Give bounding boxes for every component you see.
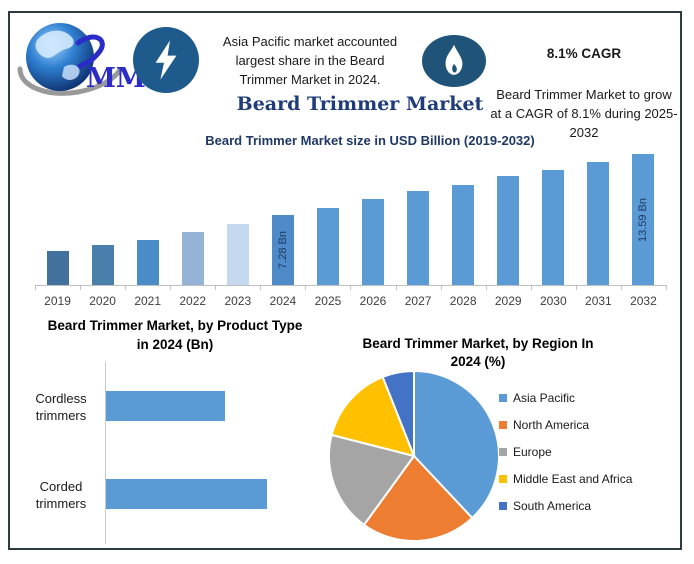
legend-label: Middle East and Africa xyxy=(513,472,633,486)
cagr-text: Beard Trimmer Market to grow at a CAGR o… xyxy=(490,87,678,140)
legend-label: Europe xyxy=(513,445,552,459)
logo-swoosh-blue xyxy=(75,34,105,69)
legend-swatch xyxy=(499,502,507,510)
axis-label-2020: 2020 xyxy=(89,294,116,308)
axis-tick xyxy=(350,285,352,290)
legend-swatch xyxy=(499,394,507,402)
lightning-icon xyxy=(133,27,199,93)
bar-2031 xyxy=(587,162,610,285)
bar-cordless-trimmers xyxy=(106,391,225,421)
bar-2023 xyxy=(226,224,249,285)
globe-continent xyxy=(62,64,80,80)
axis-label-2023: 2023 xyxy=(224,294,252,308)
cagr-value: 8.1% CAGR xyxy=(546,46,622,61)
pie-slice-middle-east-and-africa xyxy=(330,375,416,458)
lightning-bolt-glyph xyxy=(155,40,177,80)
bar-value-label-2032: 13.59 Bn xyxy=(637,197,650,242)
logo-swoosh-gray xyxy=(17,66,123,96)
axis-label-2024: 2024 xyxy=(269,294,297,308)
axis-label-2021: 2021 xyxy=(134,294,162,308)
region-chart-title: Beard Trimmer Market, by Region In 2024 … xyxy=(362,336,594,369)
globe-continent xyxy=(35,30,74,59)
axis-tick xyxy=(260,285,262,290)
axis-tick xyxy=(485,285,487,290)
pie-slice-south-america xyxy=(381,369,415,457)
bar-2029 xyxy=(497,176,520,285)
region-legend: Asia Pacific North America Europe Middle Ea… xyxy=(499,391,633,513)
axis-label-2026: 2026 xyxy=(359,294,387,308)
legend-swatch xyxy=(499,475,507,483)
bar-chart-title: Beard Trimmer Market size in USD Billion… xyxy=(205,133,535,148)
legend-item-middle-east-and-africa: Middle East and Africa xyxy=(499,472,633,486)
axis-label-2022: 2022 xyxy=(179,294,207,308)
bar-2024: 7.28 Bn xyxy=(271,215,294,285)
legend-label: Asia Pacific xyxy=(513,391,576,405)
axis-label-2032: 2032 xyxy=(630,294,657,308)
product-chart-title: Beard Trimmer Market, by Product Type in… xyxy=(47,318,303,352)
page-title: Beard Trimmer Market xyxy=(236,93,484,115)
axis-tick xyxy=(395,285,397,290)
pie-slice-asia-pacific xyxy=(413,369,500,520)
pie-slice-europe xyxy=(328,433,416,527)
axis-tick xyxy=(620,285,622,290)
bar-2030 xyxy=(542,170,565,285)
category-label-cordless-trimmers: Cordless trimmers xyxy=(35,391,87,423)
axis-tick xyxy=(305,285,307,290)
legend-label: North America xyxy=(513,418,590,432)
legend-item-asia-pacific: Asia Pacific xyxy=(499,391,632,405)
flame-icon xyxy=(422,35,486,87)
axis-label-2025: 2025 xyxy=(314,294,342,308)
axis-label-2030: 2030 xyxy=(539,294,567,308)
axis-label-2031: 2031 xyxy=(585,294,612,308)
bar-2020 xyxy=(91,245,114,285)
axis-label-2019: 2019 xyxy=(44,294,71,308)
axis-tick xyxy=(35,285,36,290)
highlight-asia-pacific: Asia Pacific market accounted largest sh… xyxy=(222,34,398,87)
bar-2022 xyxy=(181,232,204,285)
region-pie-chart xyxy=(328,369,500,542)
highlight-cagr: 8.1% CAGR Beard Trimmer Market to grow a… xyxy=(478,25,690,161)
axis-tick xyxy=(665,285,667,290)
axis-label-2027: 2027 xyxy=(404,294,432,308)
axis-tick xyxy=(170,285,172,290)
product-chart-y-axis xyxy=(105,362,106,544)
bar-value-label-2024: 7.28 Bn xyxy=(276,231,289,269)
legend-item-europe: Europe xyxy=(499,445,632,459)
axis-tick xyxy=(530,285,532,290)
legend-swatch xyxy=(499,421,507,429)
bar-chart-plot: 2019 2020 2021 2022 2023 7.28 Bn 2024 2025 2026 2… xyxy=(35,154,667,308)
legend-swatch xyxy=(499,448,507,456)
axis-tick xyxy=(575,285,577,290)
flame-glyph xyxy=(445,44,463,75)
bar-2032: 13.59 Bn xyxy=(632,154,655,285)
bar-2027 xyxy=(407,191,430,285)
pie-slice-north-america xyxy=(362,454,474,542)
axis-tick xyxy=(215,285,217,290)
axis-label-2028: 2028 xyxy=(449,294,477,308)
axis-tick xyxy=(125,285,127,290)
bar-corded-trimmers xyxy=(106,479,267,509)
infographic-frame: MMR Asia Pacific market accounted larges… xyxy=(8,11,682,550)
legend-item-north-america: North America xyxy=(499,418,632,432)
bar-2026 xyxy=(362,199,385,285)
product-chart-plot: Cordless trimmers Corded trimmers xyxy=(10,358,340,548)
legend-item-south-america: South America xyxy=(499,499,632,513)
bar-2028 xyxy=(452,185,475,285)
bar-2019 xyxy=(46,251,69,285)
category-label-corded-trimmers: Corded trimmers xyxy=(35,479,87,511)
legend-label: South America xyxy=(513,499,592,513)
bar-2025 xyxy=(316,208,339,285)
bar-2021 xyxy=(136,240,159,285)
axis-tick xyxy=(80,285,82,290)
axis-label-2029: 2029 xyxy=(494,294,522,308)
axis-tick xyxy=(440,285,442,290)
